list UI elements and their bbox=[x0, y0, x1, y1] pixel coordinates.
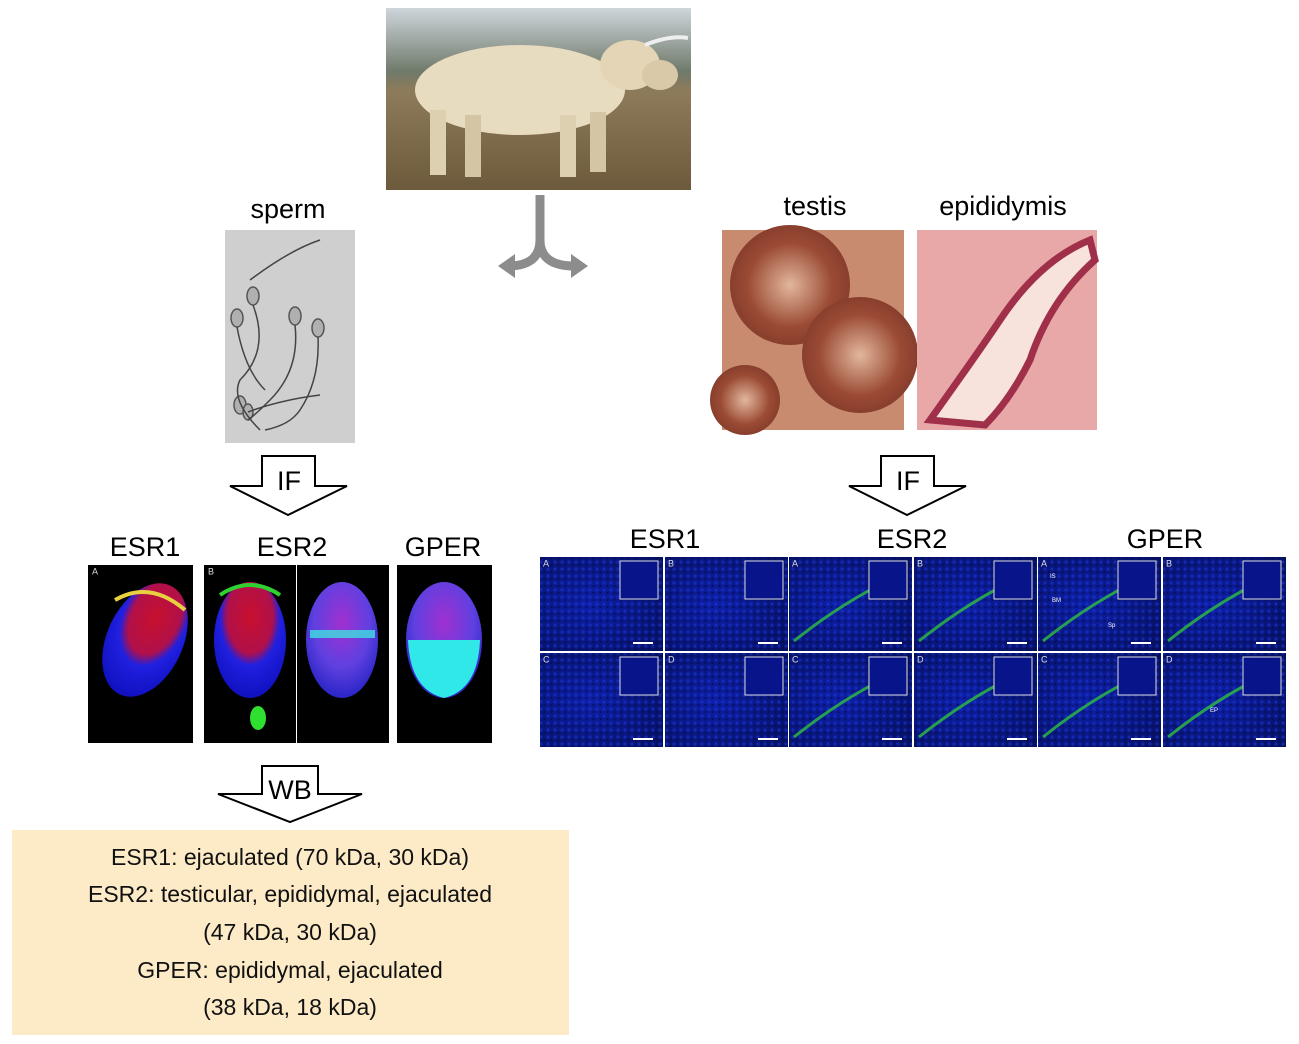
result-line: ESR2: testicular, epididymal, ejaculated bbox=[88, 881, 492, 907]
method-label: IF bbox=[277, 466, 301, 496]
wb-arrow: WB bbox=[217, 765, 363, 824]
panel-label: A bbox=[92, 566, 98, 576]
annotation: IS bbox=[1050, 574, 1056, 580]
inset bbox=[1242, 656, 1282, 696]
method-label: IF bbox=[896, 466, 920, 496]
panel-label: C bbox=[543, 654, 550, 664]
annotation: BM bbox=[1052, 598, 1061, 604]
panel-label: D bbox=[668, 654, 675, 664]
inset bbox=[868, 560, 908, 600]
branch-arrow bbox=[498, 195, 588, 278]
result-line: GPER: epididymal, ejaculated bbox=[137, 957, 443, 983]
gper-annotations: IS BM Sp EP bbox=[1050, 574, 1218, 714]
bull-photo bbox=[386, 8, 691, 190]
sperm-if-panels: A B bbox=[88, 565, 492, 743]
epididymis-histology bbox=[917, 230, 1099, 430]
panel-label: C bbox=[1041, 654, 1048, 664]
panel-label: B bbox=[208, 566, 214, 576]
tissue-if-panels: A B C D A B C D A B C D bbox=[540, 557, 1286, 747]
method-label: WB bbox=[268, 775, 312, 805]
panel-label: D bbox=[917, 654, 924, 664]
marker-label: GPER bbox=[405, 532, 482, 562]
inset bbox=[868, 656, 908, 696]
result-line: (38 kDa, 18 kDa) bbox=[203, 994, 377, 1020]
panel-label: D bbox=[1166, 654, 1173, 664]
marker-label: ESR1 bbox=[630, 524, 701, 554]
tissue-label: testis bbox=[783, 191, 846, 221]
inset bbox=[744, 560, 784, 600]
marker-label: ESR1 bbox=[110, 532, 181, 562]
panel-label: B bbox=[917, 558, 923, 568]
panel-label: B bbox=[668, 558, 674, 568]
sperm-micrograph bbox=[225, 230, 355, 443]
panel-label: A bbox=[1041, 558, 1047, 568]
annotation: Sp bbox=[1108, 623, 1116, 629]
sperm-label: sperm bbox=[250, 194, 325, 224]
result-line: (47 kDa, 30 kDa) bbox=[203, 919, 377, 945]
inset bbox=[993, 560, 1033, 600]
panel-label: A bbox=[792, 558, 798, 568]
inset bbox=[1117, 656, 1157, 696]
annotation: EP bbox=[1210, 708, 1218, 714]
inset bbox=[1117, 560, 1157, 600]
if-arrow: IF bbox=[229, 455, 348, 517]
inset bbox=[1242, 560, 1282, 600]
inset bbox=[619, 560, 659, 600]
marker-label: ESR2 bbox=[257, 532, 328, 562]
panel-label: A bbox=[543, 558, 549, 568]
wb-results: ESR1: ejaculated (70 kDa, 30 kDa) ESR2: … bbox=[12, 830, 569, 1035]
inset bbox=[744, 656, 784, 696]
marker-label: GPER bbox=[1127, 524, 1204, 554]
tissue-label: epididymis bbox=[939, 191, 1067, 221]
if-arrow: IF bbox=[848, 455, 967, 517]
result-line: ESR1: ejaculated (70 kDa, 30 kDa) bbox=[111, 844, 469, 870]
panel-label: B bbox=[1166, 558, 1172, 568]
testis-histology bbox=[710, 225, 918, 435]
inset bbox=[993, 656, 1033, 696]
marker-label: ESR2 bbox=[877, 524, 948, 554]
panel-label: C bbox=[792, 654, 799, 664]
inset bbox=[619, 656, 659, 696]
